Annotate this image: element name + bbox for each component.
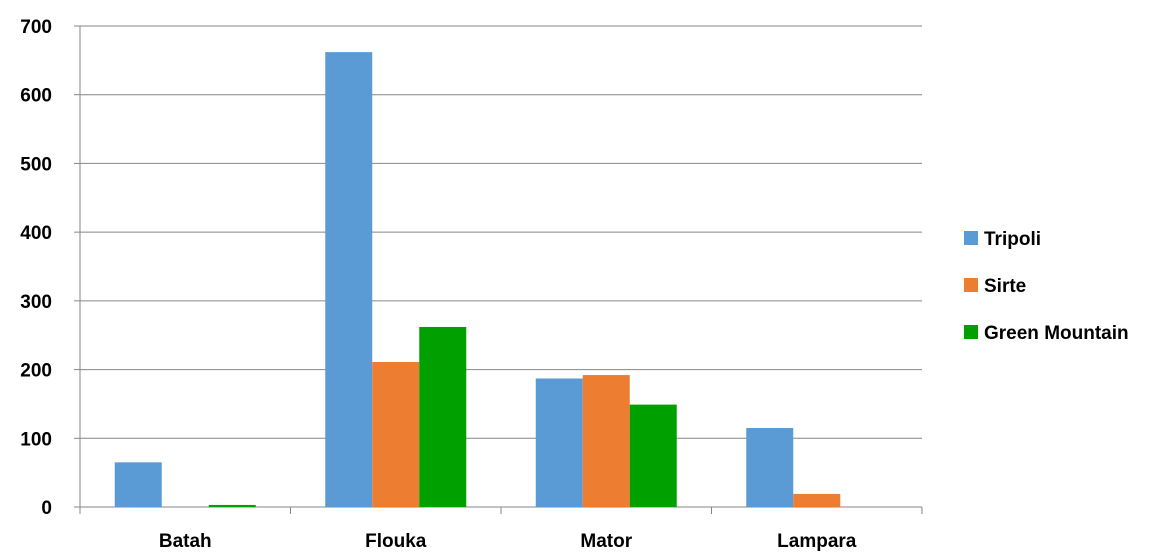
bar-green-mountain bbox=[629, 404, 677, 507]
bar-tripoli bbox=[535, 378, 583, 507]
x-tick-label: Lampara bbox=[777, 531, 857, 551]
y-tick-label: 100 bbox=[20, 429, 52, 450]
bar-sirte bbox=[793, 493, 841, 507]
x-tick-label: Mator bbox=[580, 531, 632, 551]
y-tick-label: 200 bbox=[20, 361, 52, 382]
bars bbox=[114, 52, 841, 508]
legend-swatch bbox=[964, 325, 978, 339]
legend-label: Tripoli bbox=[984, 229, 1041, 250]
legend-label: Green Mountain bbox=[984, 323, 1129, 344]
tick-labels: 0 100 200 300 400 500 600 700 Batah Flouka Mator La… bbox=[20, 17, 857, 552]
bar-tripoli bbox=[325, 52, 373, 508]
bar-green-mountain bbox=[208, 504, 256, 507]
y-tick-label: 600 bbox=[20, 86, 52, 107]
y-tick-label: 400 bbox=[20, 223, 52, 244]
y-tick-label: 300 bbox=[20, 292, 52, 313]
gridlines bbox=[80, 25, 922, 439]
bar-tripoli bbox=[114, 462, 162, 507]
bar-sirte bbox=[582, 375, 630, 507]
legend-label: Sirte bbox=[984, 276, 1026, 297]
bar-green-mountain bbox=[419, 326, 467, 507]
legend-swatch bbox=[964, 231, 978, 245]
bar-tripoli bbox=[746, 427, 794, 507]
legend: Tripoli Sirte Green Mountain bbox=[964, 229, 1129, 344]
y-tick-label: 0 bbox=[41, 498, 52, 519]
x-tick-label: Batah bbox=[159, 531, 212, 551]
x-tick-label: Flouka bbox=[365, 531, 427, 551]
bar-sirte bbox=[372, 362, 420, 507]
y-tick-label: 700 bbox=[20, 17, 52, 38]
y-tick-label: 500 bbox=[20, 154, 52, 175]
axes bbox=[74, 25, 923, 514]
legend-swatch bbox=[964, 278, 978, 292]
